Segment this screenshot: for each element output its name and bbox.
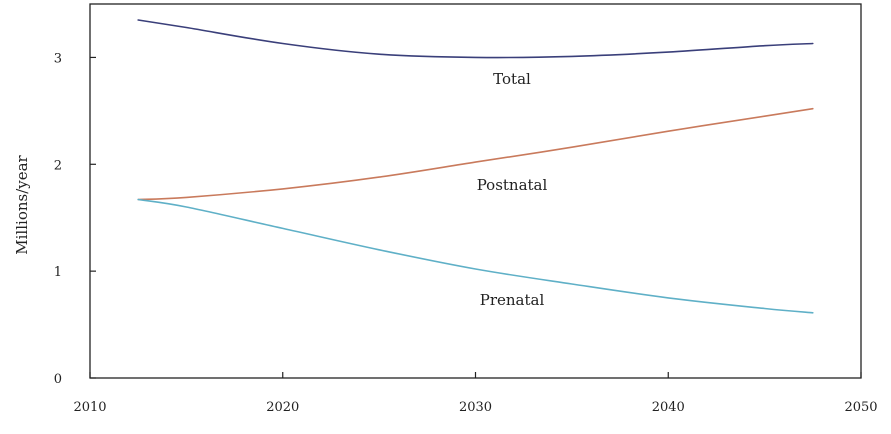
series-lines: [137, 19, 814, 314]
x-tick-label: 2050: [844, 400, 877, 415]
y-tick-label: 3: [54, 51, 62, 66]
y-axis-label: Millions/year: [13, 154, 31, 254]
series-label-total: Total: [493, 70, 531, 88]
x-tick-label: 2020: [266, 400, 299, 415]
y-axis: 0 1 2 3: [54, 51, 96, 387]
series-line-prenatal: [137, 198, 814, 314]
x-tick-label: 2030: [459, 400, 492, 415]
series-label-prenatal: Prenatal: [480, 291, 545, 309]
plot-area-frame: [89, 3, 862, 379]
series-line-total: [137, 19, 814, 59]
series-line-postnatal: [137, 107, 814, 201]
y-tick-label: 2: [54, 158, 62, 173]
y-tick-label: 0: [54, 372, 62, 387]
x-axis: 2010 2020 2030 2040 2050: [73, 372, 878, 415]
series-labels: Total Postnatal Prenatal: [477, 70, 548, 309]
y-tick-label: 1: [54, 265, 62, 280]
x-tick-label: 2010: [73, 400, 106, 415]
series-label-postnatal: Postnatal: [477, 176, 548, 194]
x-tick-label: 2040: [652, 400, 685, 415]
